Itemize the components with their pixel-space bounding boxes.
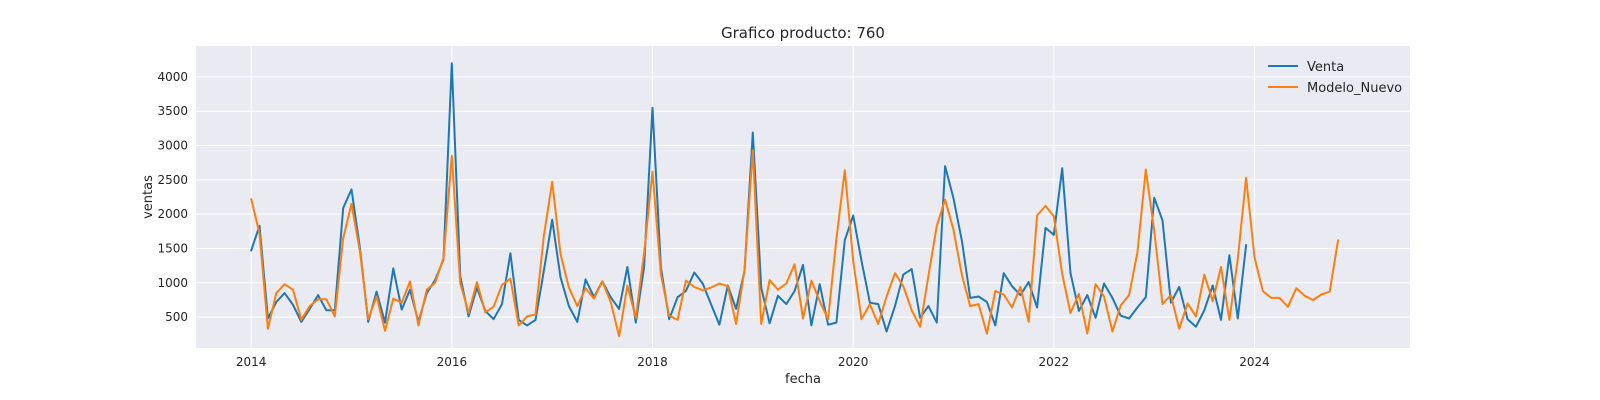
x-tick-label: 2016 [437, 355, 468, 369]
y-tick-label: 2500 [157, 173, 188, 187]
chart-title: Grafico producto: 760 [721, 24, 885, 42]
y-tick-label: 1500 [157, 241, 188, 255]
grid [196, 46, 1410, 348]
y-tick-label: 1000 [157, 276, 188, 290]
y-axis-label: ventas [141, 175, 156, 219]
legend-label-venta: Venta [1307, 60, 1344, 75]
tick-labels: 2014 2016 2018 2020 2022 2024 500 1000 1500 2000 2… [157, 70, 1269, 369]
x-tick-label: 2024 [1239, 355, 1270, 369]
legend-label-modelo-nuevo: Modelo_Nuevo [1307, 81, 1402, 96]
y-tick-label: 3500 [157, 104, 188, 118]
series-line-modelo-nuevo [250, 149, 1340, 338]
y-tick-label: 500 [165, 310, 188, 324]
x-tick-label: 2020 [838, 355, 869, 369]
x-axis-label: fecha [785, 372, 821, 387]
y-tick-label: 2000 [157, 207, 188, 221]
series-group [250, 62, 1340, 338]
legend: Venta Modelo_Nuevo [1268, 60, 1402, 96]
y-tick-label: 3000 [157, 139, 188, 153]
x-tick-label: 2014 [236, 355, 267, 369]
y-tick-label: 4000 [157, 70, 188, 84]
x-tick-label: 2022 [1039, 355, 1070, 369]
x-tick-label: 2018 [637, 355, 668, 369]
